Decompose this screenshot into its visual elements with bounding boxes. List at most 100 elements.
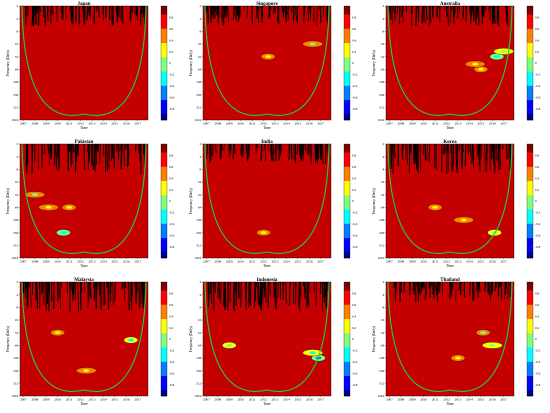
x-tick-label: 2012 [77, 122, 84, 126]
colorbar-tick-label: -0.6 [352, 233, 358, 237]
colorbar-tick-label: 0.8 [169, 154, 174, 158]
colorbar-tick-label: 0.8 [352, 154, 357, 158]
y-tick-label: 2 [382, 280, 384, 284]
panel-japan: Japan 2007 2008 2009 2010 2011 2012 2013 2014 201… [0, 0, 183, 137]
y-tick-label: 16 [198, 42, 202, 46]
x-tick-label: 2011 [249, 398, 256, 402]
x-axis-label: Time [446, 126, 454, 130]
colorbar-tick-label: 0.8 [535, 16, 540, 20]
colorbar-tick-label: -0.2 [169, 73, 175, 77]
x-tick-label: 2014 [466, 122, 473, 126]
x-tick-label: 2007 [203, 260, 210, 264]
y-tick-label: 32 [198, 331, 202, 335]
chart-title: Pakistan [75, 140, 94, 145]
y-tick-label: 1024 [194, 256, 201, 260]
y-tick-label: 4 [382, 17, 384, 21]
x-tick-label: 2007 [203, 122, 210, 126]
x-tick-label: 2014 [283, 398, 290, 402]
x-tick-label: 2017 [500, 398, 507, 402]
x-tick-label: 2010 [54, 122, 61, 126]
y-tick-label: 64 [15, 68, 19, 72]
y-axis-label: Frequency (Daily) [6, 325, 10, 352]
x-tick-label: 2012 [443, 260, 450, 264]
x-tick-label: 2015 [477, 398, 484, 402]
x-tick-label: 2015 [294, 122, 301, 126]
colorbar-tick-label: 0 [535, 199, 537, 203]
colorbar-tick-label: 0.6 [352, 303, 357, 307]
y-tick-label: 16 [15, 318, 19, 322]
colorbar-tick-label: 0.2 [352, 50, 357, 54]
panel-thailand: Thailand 2007 2008 2009 2010 2011 2012 2013 2014… [366, 276, 549, 413]
x-tick-label: 2008 [397, 260, 404, 264]
colorbar-tick-label: -0.6 [169, 95, 175, 99]
x-tick-label: 2007 [20, 260, 27, 264]
y-tick-label: 32 [381, 331, 385, 335]
chart-title: Malaysia [74, 278, 94, 283]
colorbar-tick-label: 0 [535, 337, 537, 341]
colorbar-tick-label: -0.4 [169, 360, 175, 364]
y-tick-label: 64 [381, 344, 385, 348]
colorbar [526, 281, 534, 397]
x-tick-label: 2014 [283, 260, 290, 264]
x-tick-label: 2014 [466, 398, 473, 402]
x-tick-label: 2010 [420, 122, 427, 126]
colorbar-tick-label: -0.8 [535, 383, 541, 387]
coherence-hotspot-core [54, 331, 61, 335]
y-tick-label: 256 [196, 93, 201, 97]
high-frequency-noise [24, 5, 147, 26]
cone-of-influence [387, 143, 513, 254]
colorbar-tick-label: 0.6 [352, 27, 357, 31]
x-tick-label: 2010 [420, 260, 427, 264]
x-tick-label: 2017 [317, 398, 324, 402]
colorbar-tick-label: 0.6 [169, 165, 174, 169]
colorbar-tick-label: -0.2 [169, 211, 175, 215]
cone-of-influence [204, 143, 330, 254]
chart-title: Singapore [256, 2, 278, 7]
colorbar-tick-label: -0.2 [352, 211, 358, 215]
y-tick-label: 64 [15, 344, 19, 348]
colorbar-tick-label: 0.4 [352, 38, 357, 42]
colorbar-tick-label: 0.6 [352, 165, 357, 169]
plot-frame [19, 5, 149, 121]
x-tick-label: 2015 [111, 260, 118, 264]
x-tick-label: 2009 [43, 122, 50, 126]
x-tick-label: 2013 [455, 398, 462, 402]
colorbar-tick-label: 0.4 [169, 176, 174, 180]
y-tick-label: 32 [381, 55, 385, 59]
coherence-hotspot-core [500, 50, 507, 53]
x-tick-label: 2008 [397, 398, 404, 402]
x-axis-label: Time [263, 264, 271, 268]
plot-frame [202, 143, 332, 259]
colorbar-tick-label: -0.8 [169, 245, 175, 249]
x-tick-label: 2009 [409, 260, 416, 264]
x-tick-label: 2016 [489, 398, 496, 402]
colorbar-tick-label: 0.6 [535, 303, 540, 307]
high-frequency-noise [22, 281, 146, 312]
x-axis-label: Time [263, 402, 271, 406]
x-tick-label: 2016 [306, 260, 313, 264]
x-tick-label: 2017 [317, 122, 324, 126]
x-tick-label: 2012 [443, 398, 450, 402]
y-axis-label: Frequency (Daily) [372, 325, 376, 352]
colorbar-tick-label: 0.4 [352, 314, 357, 318]
y-tick-label: 2 [199, 4, 201, 8]
high-frequency-noise [389, 143, 512, 174]
coherence-hotspot-core [265, 55, 272, 59]
colorbar-tick-label: -0.4 [169, 84, 175, 88]
x-axis-label: Time [80, 402, 88, 406]
x-tick-label: 2013 [272, 398, 279, 402]
colorbar-tick-label: -0.4 [535, 222, 541, 226]
colorbar-tick-label: 0.4 [169, 314, 174, 318]
y-tick-label: 4 [382, 155, 384, 159]
y-tick-label: 4 [16, 293, 18, 297]
x-tick-label: 2013 [89, 260, 96, 264]
y-tick-label: 64 [381, 68, 385, 72]
y-tick-label: 8 [382, 306, 384, 310]
y-tick-label: 8 [199, 306, 201, 310]
x-tick-label: 2011 [249, 122, 256, 126]
cone-of-influence [21, 143, 147, 254]
colorbar-tick-label: 0.8 [169, 292, 174, 296]
